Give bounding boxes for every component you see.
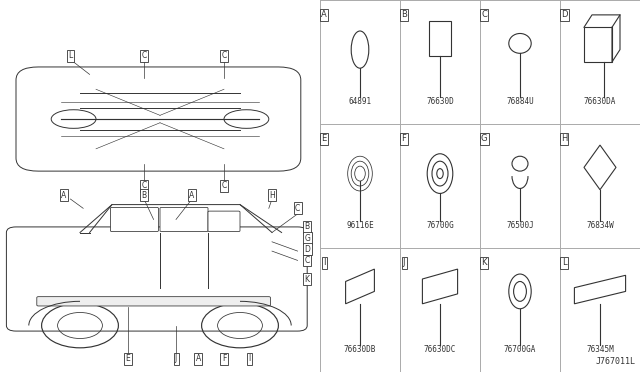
Text: 76630DC: 76630DC xyxy=(424,345,456,354)
Text: 76630D: 76630D xyxy=(426,97,454,106)
Text: H: H xyxy=(561,134,567,143)
Text: I: I xyxy=(248,355,251,363)
Text: 64891: 64891 xyxy=(348,97,372,106)
Text: G: G xyxy=(481,134,487,143)
Text: C: C xyxy=(305,256,310,265)
Text: 76345M: 76345M xyxy=(586,345,614,354)
Text: C: C xyxy=(141,51,147,60)
Text: E: E xyxy=(125,355,131,363)
FancyBboxPatch shape xyxy=(584,27,612,62)
Text: 76834W: 76834W xyxy=(586,221,614,230)
Text: L: L xyxy=(68,51,72,60)
FancyBboxPatch shape xyxy=(111,207,159,231)
Text: C: C xyxy=(481,10,487,19)
FancyBboxPatch shape xyxy=(36,297,270,306)
FancyBboxPatch shape xyxy=(160,207,208,231)
Text: F: F xyxy=(222,355,226,363)
Text: J: J xyxy=(403,259,405,267)
Text: 76700G: 76700G xyxy=(426,221,454,230)
Text: H: H xyxy=(269,191,275,200)
Text: F: F xyxy=(401,134,406,143)
Text: C: C xyxy=(221,182,227,190)
FancyBboxPatch shape xyxy=(16,67,301,171)
Text: I: I xyxy=(323,259,325,267)
Text: E: E xyxy=(321,134,326,143)
Text: 76700GA: 76700GA xyxy=(504,345,536,354)
Text: B: B xyxy=(401,10,407,19)
Text: A: A xyxy=(61,191,67,200)
Text: A: A xyxy=(321,10,327,19)
Text: C: C xyxy=(295,204,300,213)
Text: 96116E: 96116E xyxy=(346,221,374,230)
Text: C: C xyxy=(141,182,147,190)
Text: 76630DB: 76630DB xyxy=(344,345,376,354)
Text: 76630DA: 76630DA xyxy=(584,97,616,106)
Text: A: A xyxy=(196,355,201,363)
Text: B: B xyxy=(305,222,310,231)
FancyBboxPatch shape xyxy=(6,227,307,331)
FancyBboxPatch shape xyxy=(208,211,240,231)
Text: J767011L: J767011L xyxy=(596,357,636,366)
Text: B: B xyxy=(141,191,147,200)
Text: G: G xyxy=(304,234,310,243)
Text: 76884U: 76884U xyxy=(506,97,534,106)
Text: K: K xyxy=(481,259,487,267)
Text: J: J xyxy=(175,355,177,363)
Text: L: L xyxy=(562,259,566,267)
Text: D: D xyxy=(304,245,310,254)
Text: K: K xyxy=(305,275,310,283)
Text: D: D xyxy=(561,10,567,19)
Text: 76500J: 76500J xyxy=(506,221,534,230)
Text: C: C xyxy=(221,51,227,60)
FancyBboxPatch shape xyxy=(429,21,451,56)
Text: A: A xyxy=(189,191,195,200)
